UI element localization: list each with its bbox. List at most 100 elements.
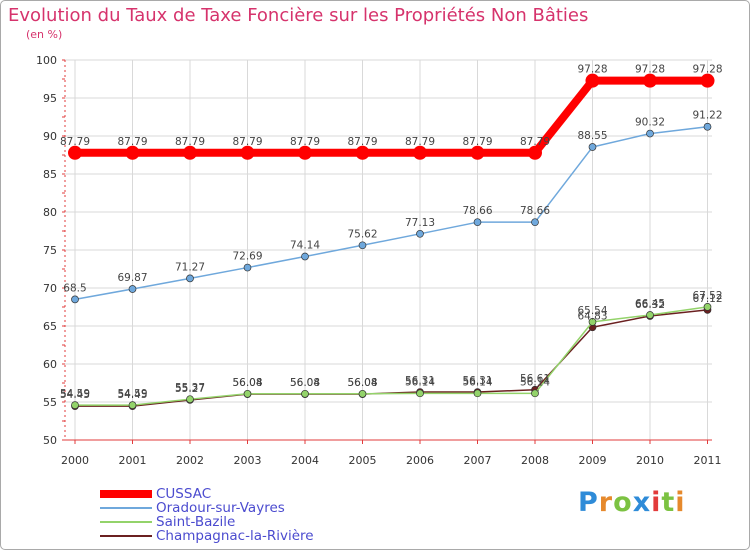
legend-item-saint-bazile: Saint-Bazile xyxy=(100,514,235,530)
data-label: 69.87 xyxy=(117,272,147,284)
data-point xyxy=(125,145,140,160)
data-point xyxy=(71,401,79,409)
logo-letter: r xyxy=(598,487,614,518)
data-label: 78.66 xyxy=(462,205,492,217)
data-label: 56.61 xyxy=(520,373,550,385)
data-label: 74.14 xyxy=(290,240,320,252)
data-label: 56.14 xyxy=(405,376,435,388)
y-tick-label: 85 xyxy=(43,168,57,181)
data-label: 64.83 xyxy=(577,310,607,322)
y-tick-label: 55 xyxy=(43,396,57,409)
data-label: 56.08 xyxy=(232,377,262,389)
x-tick-label: 2009 xyxy=(579,454,607,467)
data-label: 97.28 xyxy=(577,64,607,76)
data-point xyxy=(643,73,657,88)
data-point xyxy=(413,145,427,160)
legend-label-cussac: CUSSAC xyxy=(156,486,212,502)
data-point xyxy=(416,389,424,398)
data-label: 56.31 xyxy=(405,375,435,387)
data-label: 87.79 xyxy=(60,136,90,148)
data-label: 56.31 xyxy=(462,375,492,387)
data-point xyxy=(585,73,600,88)
data-label: 77.13 xyxy=(405,217,435,229)
y-unit-label: (en %) xyxy=(26,28,63,41)
data-point xyxy=(473,389,482,398)
legend-item-champagnac: Champagnac-la-Rivière xyxy=(100,528,314,544)
y-tick-label: 60 xyxy=(43,358,57,371)
series-line-0 xyxy=(71,76,712,157)
logo-letter: i xyxy=(675,487,686,518)
legend-swatch-cussac xyxy=(100,490,152,498)
series-line-3 xyxy=(74,309,709,407)
data-label: 88.55 xyxy=(577,130,607,142)
data-label: 54.45 xyxy=(117,389,147,401)
data-point xyxy=(301,389,309,398)
data-point xyxy=(71,295,79,304)
logo-letter: P xyxy=(578,487,599,518)
data-point xyxy=(186,274,194,283)
data-point xyxy=(301,252,309,261)
data-label: 54.45 xyxy=(60,389,90,401)
data-point xyxy=(128,285,137,293)
data-label: 54.59 xyxy=(117,388,147,400)
data-point xyxy=(68,145,82,160)
y-tick-label: 50 xyxy=(43,434,57,447)
x-tick-label: 2004 xyxy=(291,454,319,467)
data-point xyxy=(473,218,482,227)
data-label: 91.22 xyxy=(692,110,722,122)
series-line-2 xyxy=(74,306,709,406)
y-tick-label: 75 xyxy=(43,244,57,257)
data-label: 55.37 xyxy=(175,382,205,394)
data-label: 56.04 xyxy=(232,377,262,389)
data-point xyxy=(528,145,542,160)
x-tick-label: 2008 xyxy=(521,454,549,467)
data-point xyxy=(646,311,654,319)
y-tick-label: 90 xyxy=(43,130,57,143)
data-label: 56.04 xyxy=(347,377,377,389)
data-label: 87.79 xyxy=(175,136,205,148)
x-tick-label: 2007 xyxy=(464,454,492,467)
series-line-1 xyxy=(74,125,709,301)
data-label: 67.52 xyxy=(692,290,722,302)
data-point xyxy=(703,122,712,131)
data-label: 56.14 xyxy=(520,376,550,388)
legend-swatch-saint-bazile xyxy=(100,521,152,523)
y-tick-label: 100 xyxy=(36,54,57,67)
data-point xyxy=(700,73,715,88)
legend-item-cussac: CUSSAC xyxy=(100,486,211,502)
data-point xyxy=(358,389,367,398)
data-label: 87.79 xyxy=(520,136,550,148)
data-label: 56.04 xyxy=(290,377,320,389)
logo-letter: o xyxy=(613,487,633,518)
y-tick-label: 70 xyxy=(43,282,57,295)
chart-title: Evolution du Taux de Taxe Foncière sur l… xyxy=(8,5,589,26)
logo-letter: t xyxy=(661,487,676,518)
y-tick-label: 95 xyxy=(43,92,57,105)
x-tick-label: 2000 xyxy=(61,454,89,467)
data-point xyxy=(531,389,539,398)
data-label: 65.54 xyxy=(577,305,607,317)
data-label: 87.79 xyxy=(347,136,377,148)
data-point xyxy=(186,395,194,404)
data-point xyxy=(470,145,485,160)
data-point xyxy=(240,145,255,160)
data-point xyxy=(128,401,137,409)
data-point xyxy=(183,145,197,160)
legend-swatch-oradour xyxy=(100,507,152,509)
x-tick-label: 2002 xyxy=(176,454,204,467)
data-label: 71.27 xyxy=(175,261,205,273)
data-label: 75.62 xyxy=(347,228,377,240)
data-point xyxy=(588,143,597,151)
x-tick-label: 2010 xyxy=(636,454,664,467)
data-point xyxy=(243,263,252,272)
data-label: 72.69 xyxy=(232,251,262,263)
data-point xyxy=(531,218,539,227)
data-point xyxy=(358,241,367,250)
data-label: 68.5 xyxy=(63,282,86,294)
data-label: 78.66 xyxy=(520,205,550,217)
data-point xyxy=(588,318,597,326)
data-label: 66.32 xyxy=(635,299,665,311)
data-label: 55.27 xyxy=(175,383,205,395)
